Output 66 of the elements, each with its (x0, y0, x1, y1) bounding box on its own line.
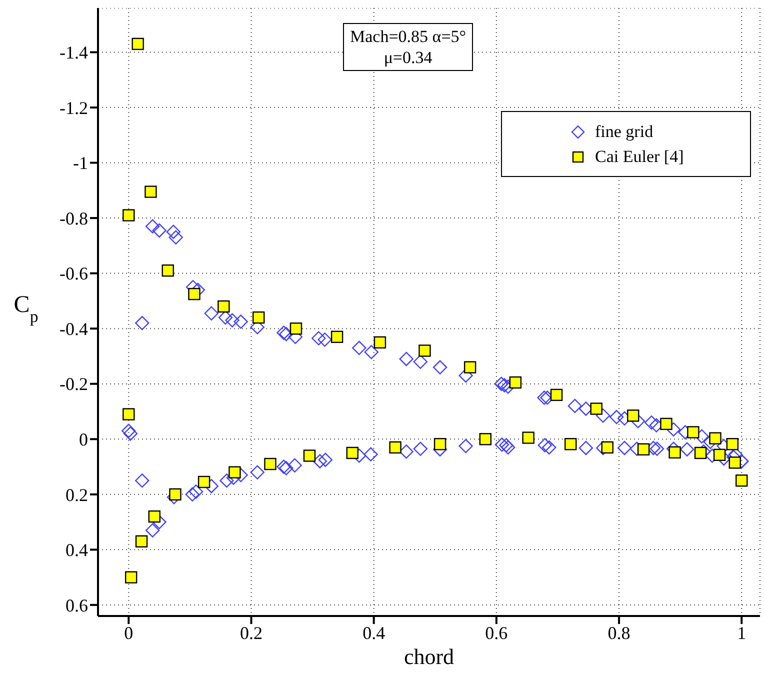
x-tick-label: 0.4 (362, 622, 386, 643)
point (418, 344, 431, 357)
y-tick-label: 0 (79, 430, 88, 450)
point (522, 432, 534, 444)
x-tick-label: 0.2 (240, 622, 262, 643)
point (709, 432, 722, 444)
point (125, 571, 138, 584)
y-tick-label: -0.4 (60, 318, 88, 339)
point (330, 330, 344, 343)
point (169, 488, 182, 500)
y-tick-label: -0.2 (60, 374, 88, 394)
x-tick-label: 0.6 (485, 622, 508, 643)
y-tick-label: -1 (73, 153, 88, 174)
point (736, 474, 748, 487)
point (509, 376, 522, 389)
point (726, 438, 739, 450)
y-tick-label: 0.4 (66, 540, 88, 560)
point (713, 448, 726, 461)
legend-label: Cai Euler [4] (595, 146, 684, 168)
point (252, 311, 265, 324)
point (668, 446, 681, 458)
point (590, 402, 602, 415)
point (694, 446, 707, 460)
x-axis-title: chord (404, 644, 454, 669)
annotation: μ=0.34 (382, 47, 434, 68)
point (601, 441, 614, 454)
point (198, 476, 210, 488)
point (188, 288, 200, 300)
point (728, 456, 741, 469)
point (389, 441, 402, 454)
point (627, 410, 640, 422)
y-tick-label: -0.6 (60, 264, 88, 284)
point (135, 535, 148, 548)
point (479, 433, 492, 446)
point (218, 300, 230, 313)
x-tick-label: 1 (737, 622, 746, 643)
y-tick-label: 0.2 (66, 484, 88, 505)
point (228, 466, 241, 478)
point (144, 186, 157, 198)
point (303, 450, 316, 462)
point (122, 209, 135, 222)
point (264, 458, 276, 470)
point (290, 322, 302, 335)
y-tick-label: 0.6 (66, 595, 88, 616)
annotation: Mach=0.85 α=5° (350, 26, 466, 47)
point (687, 426, 700, 438)
y-axis-title: C$_{p}$ (14, 292, 38, 326)
point (122, 408, 135, 420)
point (132, 38, 144, 50)
y-tick-label: -0.8 (60, 208, 88, 228)
point (464, 361, 476, 374)
point (162, 264, 174, 277)
x-tick-label: 0 (124, 622, 134, 643)
point (550, 388, 563, 402)
point (564, 438, 577, 450)
point (346, 446, 358, 460)
point (148, 510, 160, 523)
point (637, 443, 650, 456)
y-tick-label: -1.2 (60, 98, 88, 118)
y-tick-label: -1.4 (60, 42, 88, 63)
point (660, 418, 672, 430)
point (374, 336, 386, 348)
annotation-box: Mach=0.85 α=5° μ=0.34 (343, 23, 474, 71)
point (434, 438, 446, 450)
legend-label: fine grid (595, 121, 654, 143)
x-tick-label: 0.8 (608, 622, 630, 643)
